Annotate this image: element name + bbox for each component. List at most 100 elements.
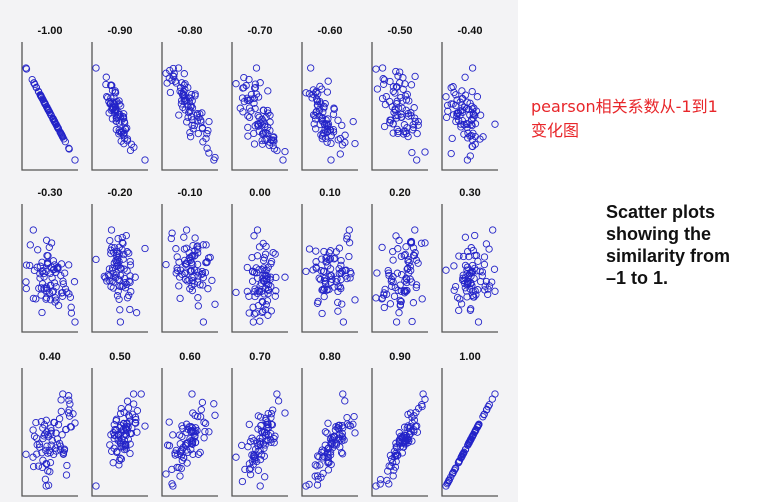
scatter-point xyxy=(256,482,264,490)
scatter-point xyxy=(201,427,209,436)
scatter-point xyxy=(336,436,344,444)
scatter-point xyxy=(182,420,191,428)
scatter-point xyxy=(455,252,463,260)
scatter-point xyxy=(116,113,125,121)
scatter-point xyxy=(312,125,320,133)
scatter-point xyxy=(185,98,193,106)
scatter-point xyxy=(458,94,466,103)
scatter-point xyxy=(240,73,248,82)
scatter-point xyxy=(37,291,45,299)
scatter-point xyxy=(336,430,344,439)
scatter-point xyxy=(334,424,342,432)
scatter-point xyxy=(345,252,353,261)
scatter-point xyxy=(198,109,206,117)
scatter-point xyxy=(256,119,265,128)
scatter-point xyxy=(471,140,479,148)
scatter-point xyxy=(254,301,263,310)
scatter-point xyxy=(384,266,392,275)
scatter-point xyxy=(257,413,265,421)
scatter-point xyxy=(176,294,184,303)
scatter-point xyxy=(182,226,191,234)
scatter-point xyxy=(418,295,426,303)
scatter-point xyxy=(165,418,173,426)
scatter-point xyxy=(336,150,344,158)
scatter-point xyxy=(307,64,315,72)
scatter-point xyxy=(187,445,195,454)
scatter-point xyxy=(54,263,62,271)
scatter-point xyxy=(245,466,254,474)
scatter-point xyxy=(53,122,61,130)
scatter-point xyxy=(126,305,134,314)
scatter-point xyxy=(177,464,185,473)
scatter-point xyxy=(126,449,134,458)
scatter-point xyxy=(103,92,111,101)
scatter-point xyxy=(385,480,393,488)
scatter-point xyxy=(110,434,118,443)
scatter-point xyxy=(119,255,127,263)
scatter-point xyxy=(191,433,199,441)
scatter-point xyxy=(397,287,405,295)
scatter-point xyxy=(123,397,132,405)
scatter-point xyxy=(189,116,197,124)
scatter-point xyxy=(254,466,263,474)
scatter-point xyxy=(194,302,202,310)
scatter-point xyxy=(211,153,219,162)
scatter-point xyxy=(258,434,267,442)
scatter-point xyxy=(394,245,402,253)
scatter-point xyxy=(372,482,380,490)
scatter-point xyxy=(421,239,429,247)
scatter-point xyxy=(254,425,262,433)
scatter-point xyxy=(203,258,211,266)
scatter-point xyxy=(336,134,345,143)
scatter-point xyxy=(410,426,418,434)
scatter-point xyxy=(65,261,73,269)
scatter-point xyxy=(350,412,358,421)
scatter-point xyxy=(394,72,402,80)
panel-axes xyxy=(161,204,218,333)
scatter-point xyxy=(320,292,328,301)
scatter-point xyxy=(349,420,357,428)
scatter-point xyxy=(381,100,390,109)
scatter-point xyxy=(412,281,421,289)
scatter-point xyxy=(172,269,180,277)
scatter-point xyxy=(173,253,181,261)
scatter-point xyxy=(116,424,124,432)
scatter-point xyxy=(118,238,126,247)
scatter-point xyxy=(248,277,257,285)
scatter-point xyxy=(62,471,71,479)
scatter-point xyxy=(389,120,397,128)
scatter-point xyxy=(453,96,461,104)
scatter-point xyxy=(187,102,196,110)
scatter-point xyxy=(55,415,64,423)
scatter-point xyxy=(397,252,406,261)
scatter-point xyxy=(387,462,395,471)
scatter-point xyxy=(263,280,271,288)
scatter-point xyxy=(47,424,55,432)
scatter-point xyxy=(113,262,121,270)
scatter-point xyxy=(101,274,109,282)
scatter-point xyxy=(395,236,403,245)
scatter-point xyxy=(126,257,134,266)
scatter-point xyxy=(120,140,128,148)
scatter-point xyxy=(211,411,219,419)
scatter-point xyxy=(47,112,56,120)
scatter-point xyxy=(488,278,496,286)
scatter-panel-0_90: 0.90 xyxy=(371,351,429,497)
scatter-point xyxy=(43,259,52,267)
scatter-point xyxy=(480,411,488,419)
scatter-point xyxy=(264,311,272,319)
scatter-point xyxy=(273,390,281,398)
scatter-point xyxy=(379,80,388,88)
scatter-point xyxy=(253,289,262,298)
scatter-point xyxy=(29,462,38,471)
panel-title: 0.60 xyxy=(179,351,200,363)
scatter-point xyxy=(489,226,497,234)
scatter-point xyxy=(238,94,247,102)
scatter-point xyxy=(186,285,194,293)
scatter-point xyxy=(249,318,257,326)
scatter-point xyxy=(236,104,244,112)
scatter-point xyxy=(59,133,67,141)
scatter-point xyxy=(168,480,176,488)
scatter-point xyxy=(211,300,219,308)
scatter-point xyxy=(184,257,192,266)
